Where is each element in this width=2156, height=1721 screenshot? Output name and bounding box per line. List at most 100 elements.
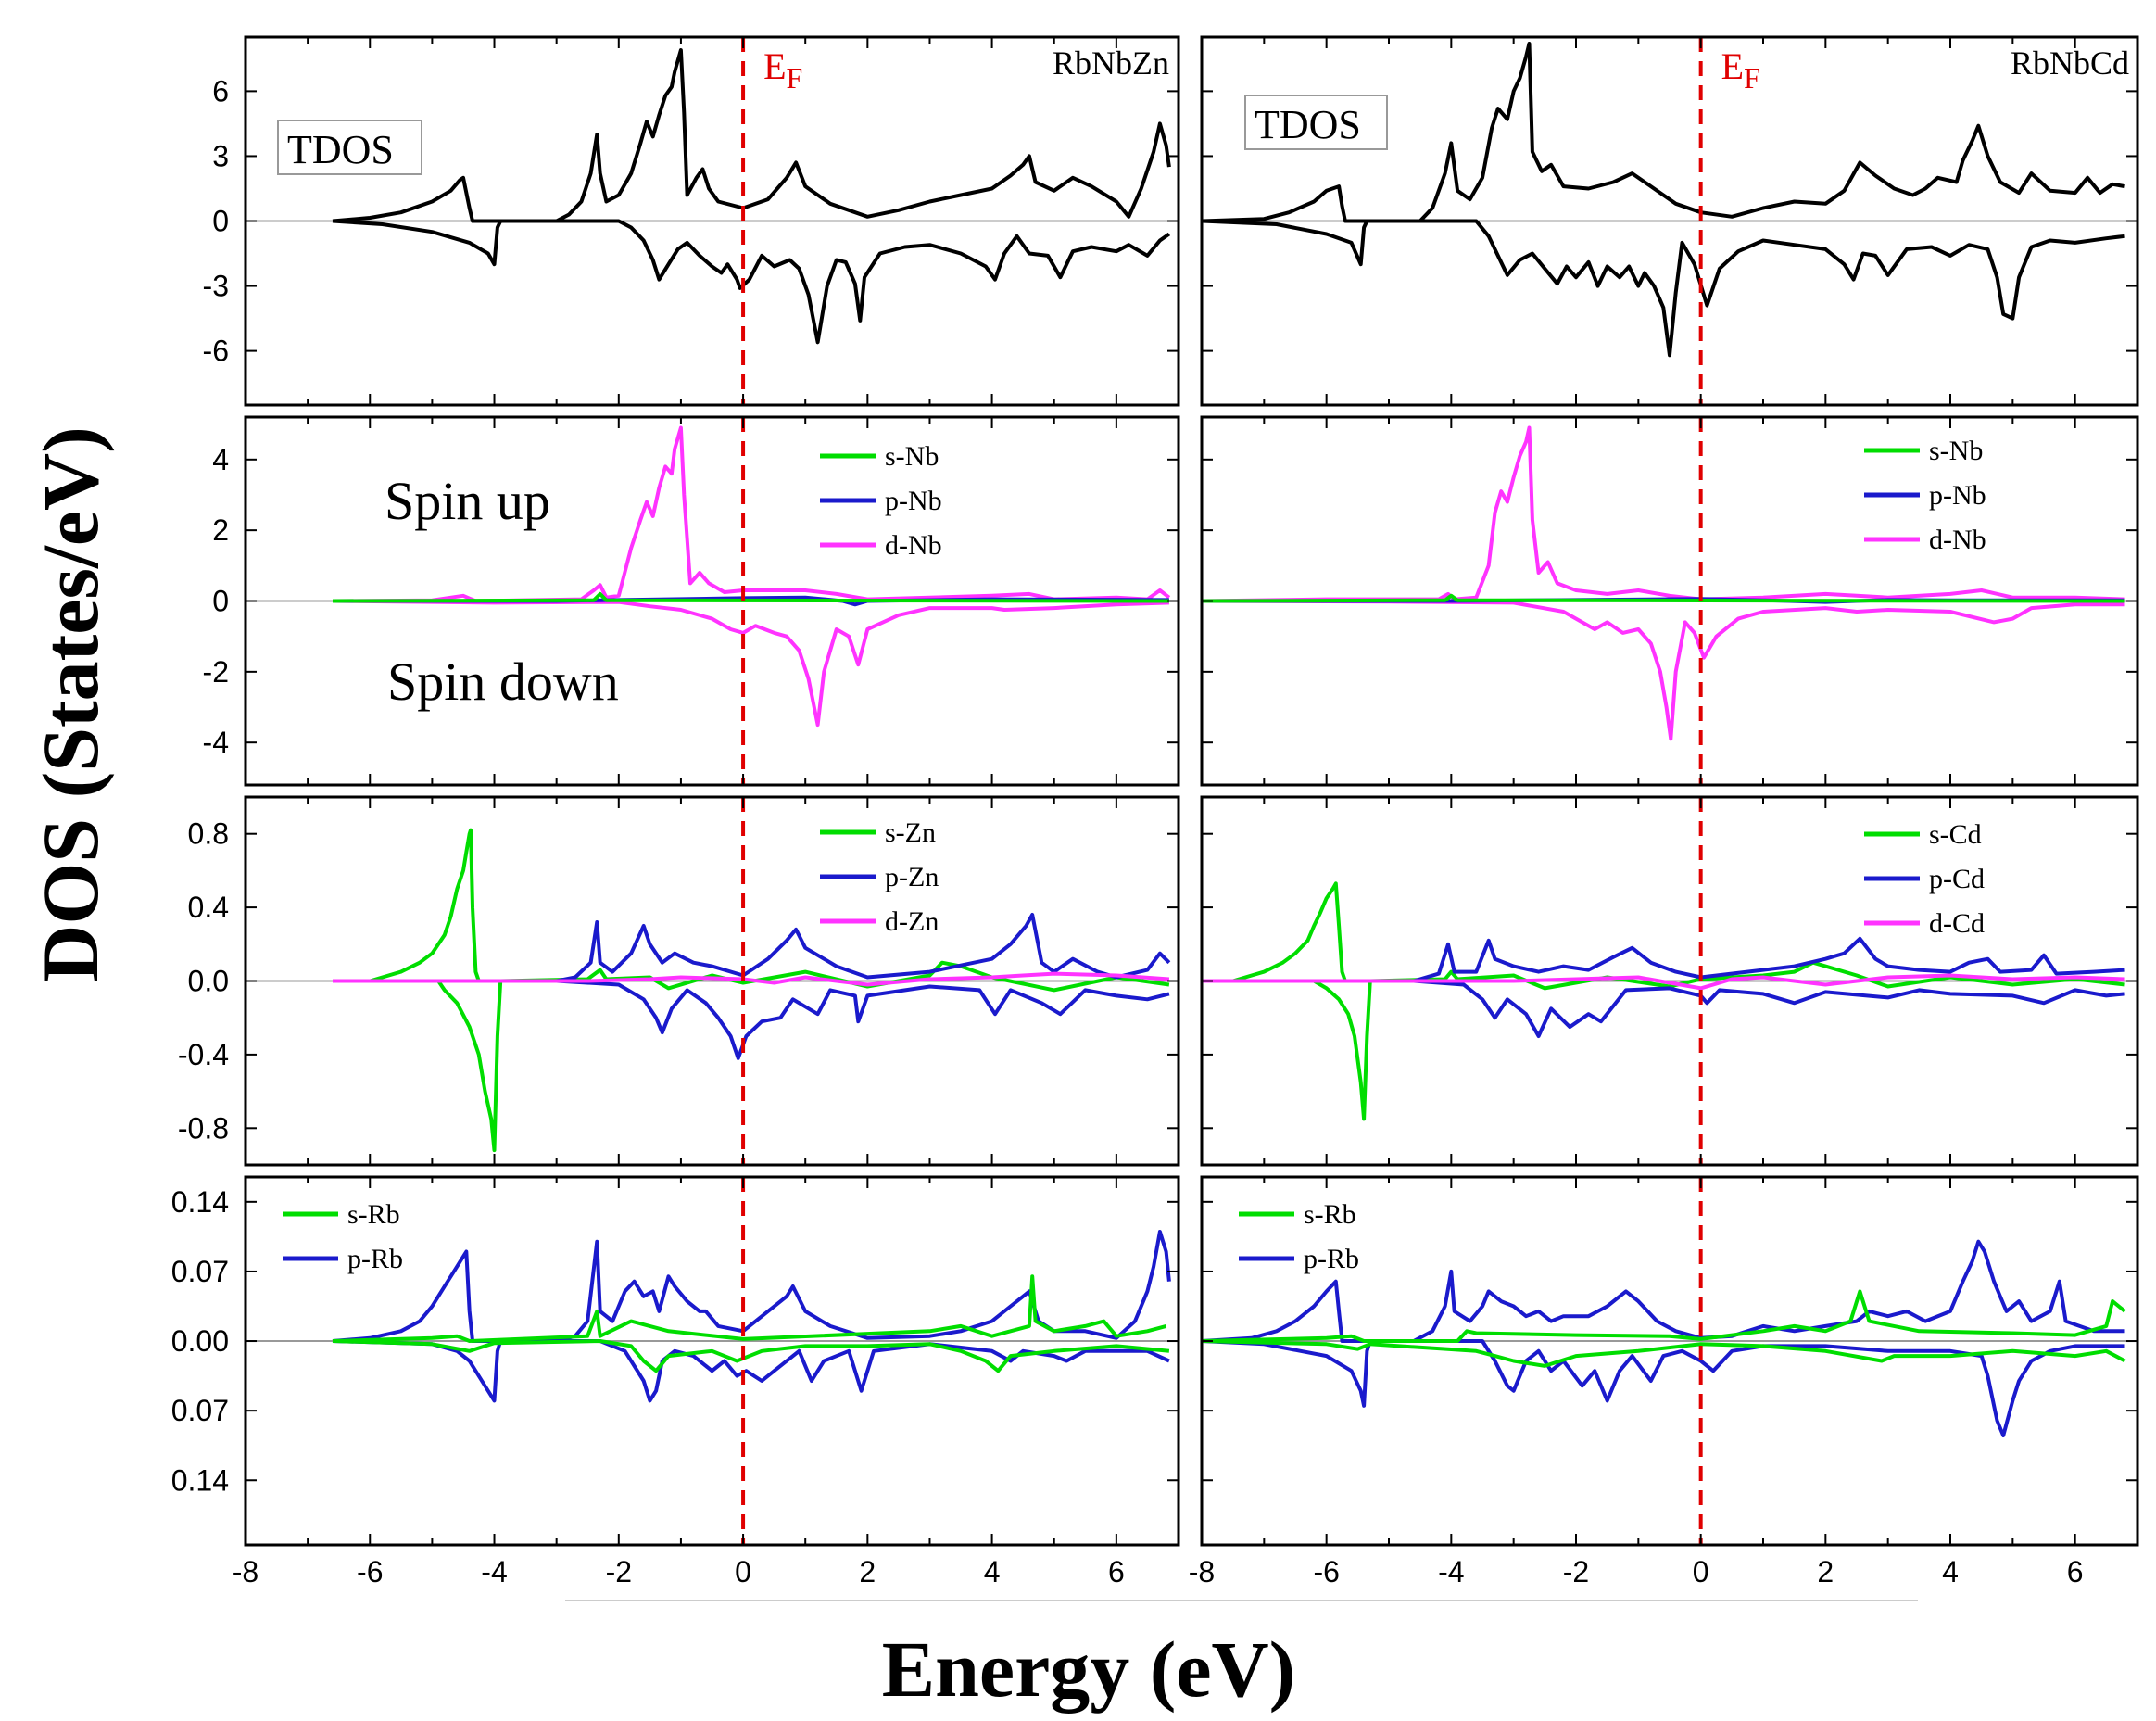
- series-s-nb: [1202, 593, 2125, 603]
- y-tick-label: -0.4: [178, 1038, 229, 1071]
- series-d-nb-down: [332, 599, 1169, 728]
- series-p-cd-down: [1413, 979, 2125, 1038]
- x-tick-label: -4: [1438, 1555, 1464, 1588]
- legend-label: s-Cd: [1929, 819, 1982, 850]
- series-s-zn-up: [369, 828, 481, 983]
- x-tick-label: -2: [1563, 1555, 1589, 1588]
- legend-label: d-Nb: [1929, 525, 1986, 555]
- series-d-cd: [1202, 973, 2125, 991]
- y-tick-label: 0.07: [171, 1255, 229, 1288]
- panel-frame: [1200, 1175, 2139, 1547]
- spin-down-label: Spin down: [387, 652, 619, 712]
- series-tdos-down: [1202, 219, 2125, 358]
- legend-label: p-Nb: [1929, 480, 1986, 511]
- legend-label: s-Zn: [885, 817, 936, 848]
- y-tick-label: -2: [203, 655, 229, 689]
- series-tdos-up: [332, 48, 1171, 223]
- legend-label: s-Nb: [1929, 436, 1983, 466]
- series-group: [1202, 42, 2125, 358]
- x-tick-label: 0: [1693, 1555, 1709, 1588]
- series-d-nb-down: [1202, 599, 2125, 741]
- fermi-sub: F: [1744, 61, 1760, 95]
- series-group: [1202, 1239, 2126, 1437]
- x-tick-label: 6: [1108, 1555, 1125, 1588]
- fermi-e: E: [1721, 45, 1744, 87]
- y-tick-label: -3: [203, 270, 229, 303]
- x-tick-label: -6: [1313, 1555, 1339, 1588]
- x-tick-label: 0: [735, 1555, 751, 1588]
- tdos-label: TDOS: [1255, 102, 1361, 147]
- series-group: [333, 828, 1171, 1153]
- legend-label: p-Rb: [1304, 1244, 1359, 1274]
- y-tick-label: -0.8: [178, 1111, 229, 1145]
- x-tick-label: 6: [2067, 1555, 2084, 1588]
- series-s-nb: [332, 591, 1169, 603]
- series-p-zn-down: [556, 979, 1170, 1060]
- y-tick-label: 0: [212, 205, 229, 238]
- legend-label: s-Nb: [885, 441, 939, 472]
- tdos-label-box: [1244, 95, 1388, 150]
- series-group: [332, 425, 1171, 728]
- series-s-zn-small: [500, 960, 1170, 993]
- legend-label: d-Zn: [885, 906, 939, 937]
- fermi-e: E: [763, 45, 786, 87]
- legend-label: d-Cd: [1929, 908, 1985, 939]
- series-group: [1202, 881, 2125, 1121]
- x-tick-label: -8: [1189, 1555, 1215, 1588]
- x-tick-label: -8: [233, 1555, 258, 1588]
- series-s-zn-down: [436, 980, 503, 1153]
- series-p-rb-down: [1202, 1339, 2125, 1437]
- series-p-zn-up: [556, 913, 1171, 983]
- panel-cd_tdos: TDOS RbNbCd EF: [1200, 35, 2139, 407]
- x-tick-label: -2: [606, 1555, 632, 1588]
- y-tick-label: 0.07: [171, 1394, 229, 1427]
- x-tick-label: 4: [984, 1555, 1001, 1588]
- fermi-sub: F: [787, 61, 803, 95]
- y-tick-label: 2: [212, 513, 229, 547]
- y-tick-label: 0: [212, 585, 229, 618]
- fermi-level-label: EF: [763, 45, 802, 95]
- series-group: [1202, 425, 2125, 741]
- series-s-cd-down: [1313, 979, 1372, 1121]
- y-tick-label: 0.4: [188, 891, 229, 924]
- series-tdos-up: [1202, 42, 2125, 223]
- y-tick-label: -4: [203, 726, 229, 759]
- x-axis-label: Energy (eV): [882, 1625, 1296, 1714]
- compound-label: RbNbCd: [2011, 44, 2129, 82]
- x-tick-label: -4: [481, 1555, 507, 1588]
- tdos-label-box: [277, 120, 422, 175]
- panel-cd_nb: s-Nb p-Nb d-Nb: [1200, 415, 2139, 787]
- series-s-cd-small: [1369, 960, 2125, 991]
- series-s-rb-up: [1202, 1289, 2126, 1343]
- compound-label: RbNbZn: [1053, 44, 1169, 82]
- x-tick-label: -6: [357, 1555, 383, 1588]
- series-s-cd-up: [1232, 881, 1347, 983]
- panel-zn_tdos: 6 3 0 -3 -6 TDOS RbNbZn EF: [203, 35, 1180, 407]
- series-s-rb-up: [332, 1274, 1167, 1343]
- spin-up-label: Spin up: [385, 471, 550, 531]
- series-d-nb-up: [332, 425, 1171, 603]
- y-tick-label: 0.14: [171, 1185, 229, 1219]
- series-s-rb-down: [1202, 1339, 2126, 1368]
- x-tick-label: 2: [1817, 1555, 1834, 1588]
- legend-label: s-Rb: [1304, 1199, 1356, 1230]
- series-p-cd-up: [1413, 936, 2125, 983]
- panel-frame: [244, 1175, 1180, 1547]
- y-tick-label: 3: [212, 139, 229, 172]
- panel-zn_rb: 0.14 0.07 0.00 0.07 0.14 -8 -6 -4 -2 0 2 4 6 s-Rb p-Rb: [171, 1175, 1180, 1588]
- series-group: [332, 1230, 1171, 1403]
- y-tick-label: 6: [212, 74, 229, 108]
- y-axis-label: DOS (States/eV): [26, 426, 115, 982]
- panel-zn_nb: 4 2 0 -2 -4 s-Nb p-Nb d-Nb: [203, 415, 1180, 787]
- legend-label: d-Nb: [885, 530, 942, 561]
- y-tick-label: 0.14: [171, 1463, 229, 1497]
- legend-label: s-Rb: [347, 1199, 400, 1230]
- tdos-label: TDOS: [287, 127, 394, 172]
- series-tdos-down: [332, 219, 1171, 345]
- series-group: [332, 48, 1171, 345]
- legend-label: p-Zn: [885, 862, 939, 892]
- y-tick-label: 0.0: [188, 965, 229, 998]
- y-tick-label: -6: [203, 335, 229, 368]
- legend-label: p-Nb: [885, 486, 942, 516]
